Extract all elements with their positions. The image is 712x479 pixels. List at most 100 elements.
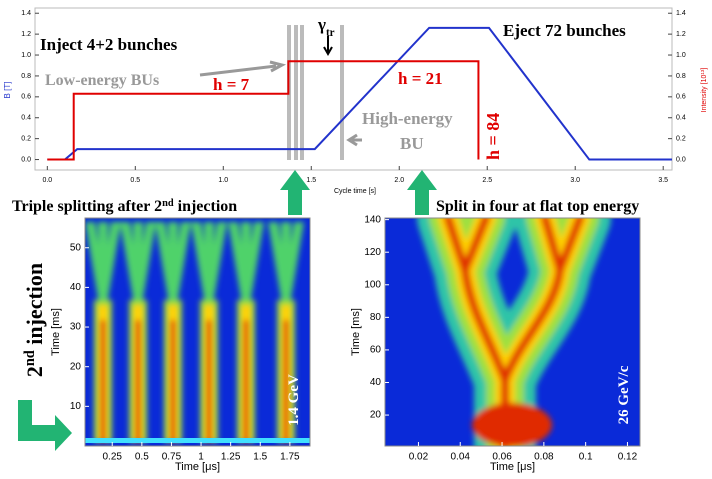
y-tick-label: 30 [70, 322, 82, 333]
x-tick-label: 1.75 [280, 452, 300, 463]
y-tick-label: 0.4 [21, 115, 31, 122]
y-tick-label: 50 [70, 242, 82, 253]
y-tick-label: 40 [370, 377, 382, 388]
bottom-blob [472, 403, 552, 446]
low-bu-arrow [199, 60, 287, 77]
x-tick-label: 0.5 [135, 452, 149, 463]
x-tick-label: 0.25 [103, 452, 123, 463]
annotation: BU [400, 134, 424, 153]
x-tick-label: 2.5 [482, 177, 492, 184]
y2-axis-label-part: 13 [700, 69, 705, 75]
y-axis-label: B [T] [3, 82, 12, 99]
stripe-core [243, 320, 249, 442]
finger [282, 222, 304, 305]
y-tick-label: 10 [70, 401, 82, 412]
stripe-core [135, 320, 141, 442]
y-axis-label: Time [ms] [50, 308, 62, 356]
side-label: 2nd injection [22, 263, 47, 377]
annotation: h = 21 [398, 69, 443, 88]
y-tick-label: 1.0 [21, 52, 31, 59]
y-tick-label: 60 [370, 345, 382, 356]
y-tick-label: 120 [364, 247, 381, 258]
y2-axis-label: Intensity [1013] [700, 68, 709, 113]
x-tick-label: 3.0 [570, 177, 580, 184]
x-tick-label: 1.0 [218, 177, 228, 184]
x-tick-label: 0.08 [534, 452, 554, 463]
series-line [47, 60, 480, 161]
panel-title-part: Triple splitting after 2 [12, 198, 162, 215]
y2-tick-label: 0.6 [676, 94, 686, 101]
x-tick-label: 3.5 [658, 177, 668, 184]
energy-label: 1.4 GeV [286, 374, 302, 426]
y-tick-label: 100 [364, 279, 381, 290]
y2-tick-label: 0.0 [676, 156, 686, 163]
gamma-label: γtr [317, 15, 335, 39]
stripe-core [100, 320, 106, 442]
finger [205, 222, 227, 305]
y-tick-label: 0.2 [21, 135, 31, 142]
gamma-arrow [323, 36, 333, 57]
heatmap-blobs [417, 218, 611, 446]
heatmap-frame [84, 217, 311, 447]
annotation: High-energy [362, 109, 453, 128]
y-axis-label: Time [ms] [350, 308, 362, 356]
y-tick-label: 20 [370, 410, 382, 421]
panel-title-part: Split in four at flat top energy [436, 198, 639, 215]
gamma-label-part: tr [326, 27, 335, 39]
x-tick-label: 0.0 [42, 177, 52, 184]
y-tick-label: 20 [70, 361, 82, 372]
heatmap-image [85, 218, 310, 446]
high-bu-arrow [346, 133, 362, 147]
annotation: h = 7 [213, 75, 250, 94]
x-tick-label: 0.12 [618, 452, 638, 463]
gamma-label-part: γ [317, 15, 326, 34]
finger [134, 222, 156, 305]
x-tick-label: 0.1 [579, 452, 593, 463]
series-line [47, 26, 672, 161]
y-tick-label: 1.2 [21, 31, 31, 38]
x-tick-label: 1 [198, 452, 204, 463]
green-arrows [18, 170, 437, 451]
stripe-core [283, 320, 289, 442]
side-label-part: 2 [22, 366, 47, 377]
side-label-part: injection [22, 263, 47, 350]
annotation: h = 84 [483, 113, 503, 160]
heatmap-blobs [85, 222, 304, 442]
x-axis-label: Cycle time [s] [334, 188, 376, 195]
injection-line [85, 438, 310, 443]
y2-tick-label: 1.0 [676, 52, 686, 59]
y-tick-label: 0.0 [21, 156, 31, 163]
annotation: Inject 4+2 bunches [40, 35, 178, 54]
y-tick-label: 140 [364, 214, 381, 225]
x-tick-label: 1.5 [253, 452, 267, 463]
split-band [444, 218, 584, 446]
y2-tick-label: 1.2 [676, 31, 686, 38]
y2-axis-label-part: Intensity [10 [701, 75, 708, 113]
x-tick-label: 2.0 [394, 177, 404, 184]
y-tick-label: 40 [70, 282, 82, 293]
y-tick-label: 80 [370, 312, 382, 323]
panel-title: Triple splitting after 2nd injection [12, 198, 237, 216]
y-tick-label: 0.8 [21, 73, 31, 80]
panel-title-part: injection [174, 198, 238, 215]
x-tick-label: 0.5 [130, 177, 140, 184]
x-axis-label: Time [μs] [175, 461, 220, 473]
x-axis-label: Time [μs] [490, 461, 535, 473]
finger [242, 222, 264, 305]
energy-label: 26 GeV/c [616, 365, 632, 424]
x-tick-label: 1.25 [221, 452, 241, 463]
x-tick-label: 1.5 [306, 177, 316, 184]
heatmap-frame [384, 217, 641, 447]
panel-title-part: nd [162, 198, 174, 209]
panel-title: Split in four at flat top energy [436, 198, 639, 215]
side-label-part: nd [22, 350, 38, 366]
y2-tick-label: 0.4 [676, 115, 686, 122]
heatmap-image [385, 218, 640, 446]
y-tick-label: 1.4 [21, 10, 31, 17]
x-tick-label: 0.75 [162, 452, 182, 463]
stripe-core [206, 320, 212, 442]
finger [99, 222, 121, 305]
annotation: Low-energy BUs [45, 72, 159, 89]
y2-tick-label: 0.8 [676, 73, 686, 80]
